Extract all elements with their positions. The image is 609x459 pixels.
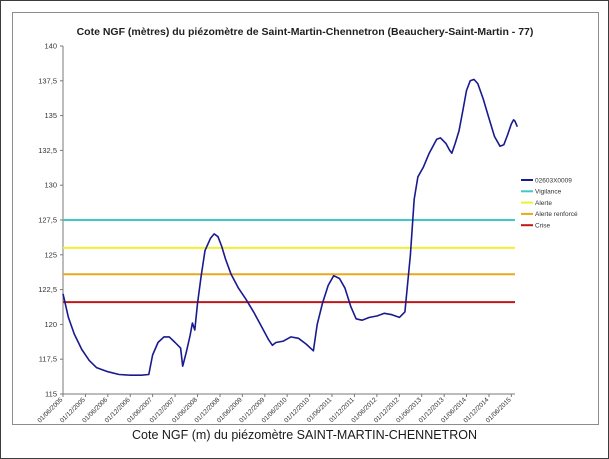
y-tick-label: 117,5: [39, 355, 57, 364]
series-lines: [62, 78, 519, 376]
legend: 02603X0009 Vigilance Alerte Alerte renforcé…: [521, 177, 578, 230]
chart-title: Cote NGF (mètres) du piézomètre de Saint…: [77, 26, 534, 38]
legend-label: 02603X0009: [535, 177, 572, 184]
y-tick-label: 140: [44, 42, 57, 51]
series-line-02603x0009: [62, 78, 519, 376]
legend-label: Vigilance: [535, 189, 562, 196]
chart-svg: Cote NGF (mètres) du piézomètre de Saint…: [36, 26, 578, 424]
threshold-lines: [63, 219, 515, 304]
y-tick-label: 130: [44, 181, 57, 190]
chart-area: Cote NGF (mètres) du piézomètre de Saint…: [12, 12, 599, 425]
y-tick-label: 135: [44, 111, 57, 120]
y-tick-label: 137,5: [38, 76, 57, 85]
figure-caption: Cote NGF (m) du piézomètre SAINT-MARTIN-…: [132, 428, 477, 442]
y-tick-label: 120: [44, 320, 57, 329]
legend-label: Alerte: [535, 200, 552, 207]
axes: 115 117,5 120 122,5 125 127,5 130 132,5 135 137,5…: [36, 42, 515, 424]
legend-label: Alerte renforcé: [535, 211, 578, 218]
y-tick-label: 127,5: [38, 216, 57, 225]
y-tick-label: 115: [45, 390, 57, 399]
y-tick-label: 122,5: [38, 285, 57, 294]
legend-label: Crise: [535, 223, 551, 230]
y-tick-label: 132,5: [38, 146, 57, 155]
y-tick-label: 125: [44, 250, 57, 259]
